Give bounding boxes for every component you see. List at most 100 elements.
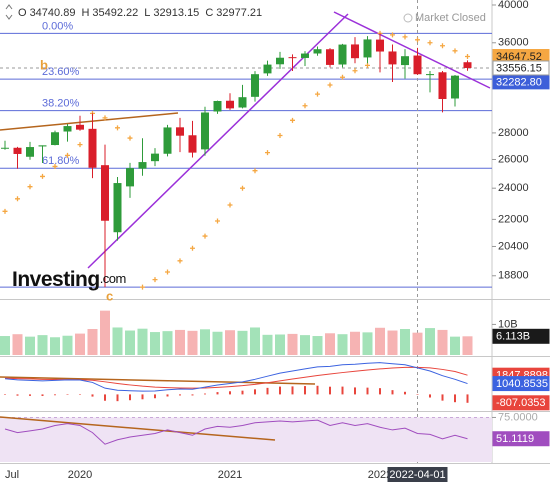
macd-histogram bbox=[79, 394, 81, 395]
volume-bar bbox=[25, 336, 35, 355]
volume-bar bbox=[325, 333, 335, 355]
volume-bar bbox=[75, 333, 85, 355]
y-tick-label: 26000 bbox=[498, 153, 529, 165]
trend-line bbox=[0, 376, 316, 385]
header-value: 35492.22 bbox=[92, 7, 138, 19]
annotation: c bbox=[106, 288, 113, 303]
candle-body bbox=[263, 64, 272, 74]
candle-body bbox=[338, 44, 347, 65]
volume-bar bbox=[350, 331, 360, 355]
sar-dot bbox=[402, 34, 408, 40]
annotation: b bbox=[40, 57, 48, 72]
sar-dot bbox=[140, 284, 145, 290]
volume-bar bbox=[300, 335, 310, 355]
sar-dot bbox=[340, 74, 345, 80]
volume-bar bbox=[87, 329, 98, 355]
y-tick-label: 36000 bbox=[498, 37, 529, 49]
price-marker-label: 1040.8535 bbox=[496, 378, 548, 390]
macd-histogram bbox=[341, 386, 344, 395]
volume-bar bbox=[0, 336, 10, 355]
macd-histogram bbox=[154, 394, 156, 399]
macd-histogram bbox=[441, 394, 444, 401]
volume-bar bbox=[312, 336, 323, 355]
y-tick-label: 20400 bbox=[498, 240, 529, 252]
crosshair-box bbox=[387, 467, 448, 482]
candle-body bbox=[251, 74, 259, 97]
macd-histogram bbox=[279, 386, 281, 395]
macd-histogram bbox=[104, 394, 106, 401]
macd-histogram bbox=[429, 394, 431, 398]
candle-body bbox=[113, 183, 122, 233]
candle-body bbox=[376, 39, 384, 52]
sar-dot bbox=[202, 233, 208, 239]
candle-body bbox=[288, 57, 297, 59]
sar-dot bbox=[240, 185, 245, 191]
volume-bar bbox=[50, 337, 60, 355]
price-marker bbox=[492, 395, 550, 411]
volume-bar bbox=[200, 329, 210, 355]
header-key: L bbox=[144, 7, 150, 19]
sar-dot bbox=[327, 82, 333, 88]
macd-histogram bbox=[254, 389, 256, 395]
macd-histogram bbox=[454, 394, 456, 403]
macd-histogram bbox=[241, 390, 244, 395]
macd-histogram bbox=[329, 386, 331, 395]
volume-bar bbox=[212, 331, 223, 355]
collapse-icon[interactable] bbox=[5, 4, 13, 20]
volume-bar bbox=[337, 334, 348, 355]
sar-dot bbox=[465, 54, 470, 60]
candle-body bbox=[226, 100, 234, 109]
rsi-line bbox=[4, 419, 468, 445]
macd-histogram bbox=[129, 394, 131, 401]
macd-histogram bbox=[304, 386, 306, 395]
macd-histogram bbox=[4, 394, 6, 395]
macd-histogram bbox=[166, 394, 169, 397]
candle-body bbox=[138, 162, 147, 169]
volume-bar bbox=[262, 334, 273, 355]
sar-dot bbox=[177, 258, 183, 264]
volume-bar bbox=[437, 329, 448, 355]
price-marker-label: 34647.52 bbox=[496, 51, 542, 63]
crosshair-label: 2022-04-01 bbox=[389, 469, 445, 481]
sar-dot bbox=[15, 196, 20, 202]
volume-bar bbox=[450, 336, 460, 355]
x-tick-label: 2020 bbox=[68, 469, 92, 481]
volume-bar bbox=[112, 327, 123, 355]
candle-body bbox=[51, 132, 59, 146]
candle-body bbox=[13, 147, 22, 154]
volume-bar bbox=[375, 327, 385, 355]
candle-body bbox=[38, 145, 47, 147]
volume-bar bbox=[287, 333, 298, 355]
price-marker-label: -807.0353 bbox=[496, 397, 546, 409]
volume-bar bbox=[425, 328, 435, 355]
candle-body bbox=[401, 56, 409, 66]
macd-histogram bbox=[366, 387, 369, 395]
volume-bar bbox=[137, 328, 148, 355]
sar-dot bbox=[52, 163, 58, 169]
candle-body bbox=[413, 55, 422, 75]
sar-dot bbox=[102, 115, 108, 121]
header-key: O bbox=[18, 7, 27, 19]
sar-dot bbox=[352, 68, 358, 74]
volume-bar bbox=[275, 334, 285, 355]
candle-body bbox=[276, 57, 284, 65]
sar-dot bbox=[440, 43, 445, 49]
y-tick-label: 18800 bbox=[498, 270, 529, 282]
macd-histogram bbox=[91, 394, 94, 397]
logo: Investing.com bbox=[12, 268, 126, 291]
macd-line bbox=[4, 366, 468, 389]
macd-histogram bbox=[379, 388, 381, 395]
x-tick-label: 2022 bbox=[368, 469, 392, 481]
volume-bar bbox=[12, 334, 23, 355]
candle-body bbox=[126, 168, 134, 187]
candle-body bbox=[451, 75, 459, 99]
header-value: 32913.15 bbox=[153, 7, 199, 19]
sar-dot bbox=[427, 40, 433, 46]
candle-body bbox=[438, 72, 447, 100]
sar-dot bbox=[40, 173, 45, 179]
macd-histogram bbox=[216, 392, 219, 395]
volume-bar bbox=[362, 332, 373, 355]
macd-histogram bbox=[54, 394, 56, 396]
macd-histogram bbox=[316, 385, 319, 395]
volume-bar bbox=[150, 332, 160, 355]
